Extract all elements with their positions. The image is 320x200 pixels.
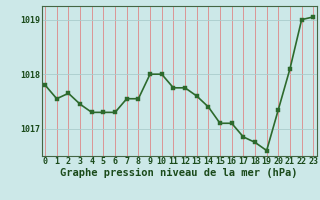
X-axis label: Graphe pression niveau de la mer (hPa): Graphe pression niveau de la mer (hPa) [60,168,298,178]
